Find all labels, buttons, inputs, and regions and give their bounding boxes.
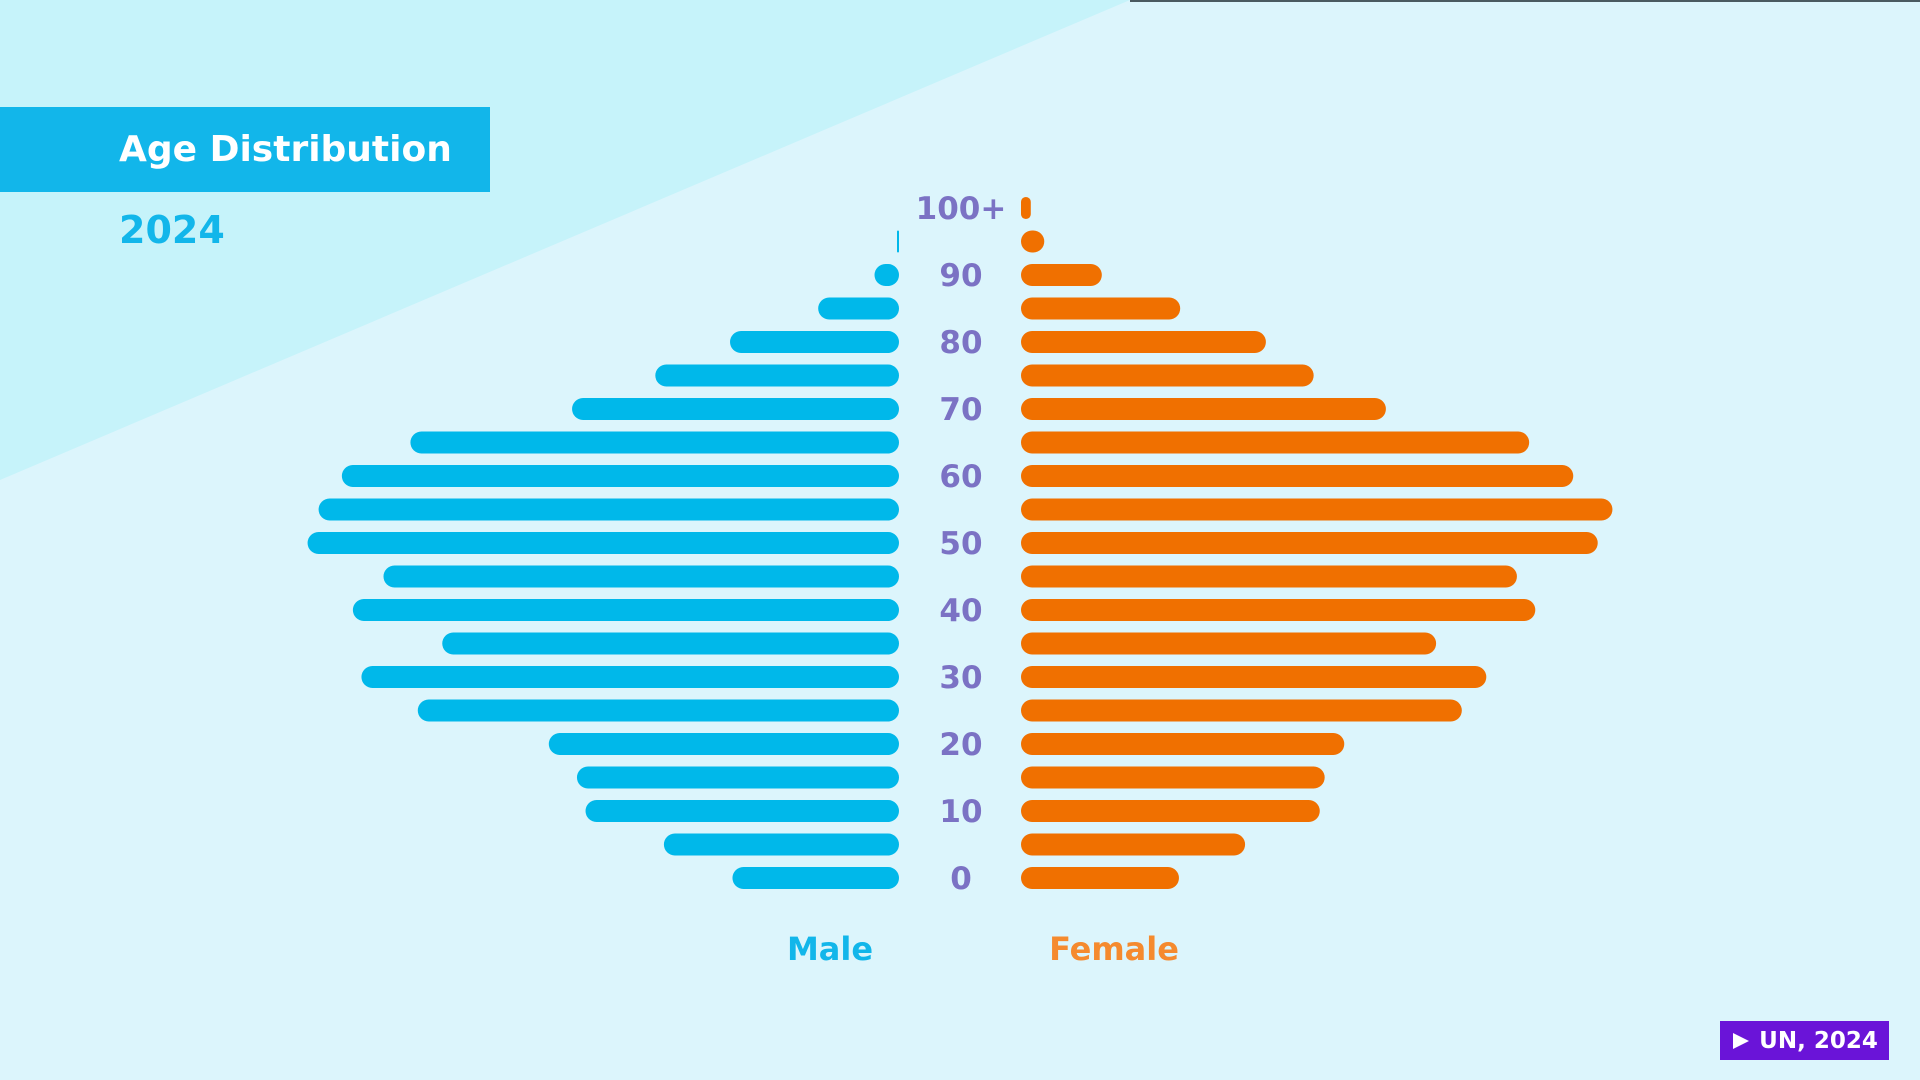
bar-female-55 — [1021, 498, 1613, 521]
bar-male-95 — [897, 230, 899, 253]
bar-female-25 — [1021, 699, 1462, 722]
bar-female-90 — [1021, 264, 1102, 286]
chart-year: 2024 — [119, 208, 225, 252]
bar-female-5 — [1021, 833, 1246, 856]
bar-female-60 — [1021, 465, 1574, 487]
tick-label-50: 50 — [939, 526, 982, 562]
tick-label-90: 90 — [939, 258, 982, 294]
tick-label-0: 0 — [950, 861, 972, 897]
bar-female-35 — [1021, 632, 1437, 655]
bar-male-75 — [655, 364, 899, 387]
bar-male-0 — [732, 867, 899, 889]
tick-label-10: 10 — [939, 794, 982, 830]
tick-label-80: 80 — [939, 325, 982, 361]
bar-female-0 — [1021, 867, 1179, 889]
bar-male-30 — [361, 666, 900, 688]
tick-label-40: 40 — [939, 593, 982, 629]
bar-male-35 — [442, 632, 899, 655]
bar-female-100+ — [1021, 197, 1031, 219]
bar-male-5 — [663, 833, 899, 856]
bar-male-55 — [318, 498, 899, 521]
top-border — [1130, 0, 1920, 2]
tick-label-20: 20 — [939, 727, 982, 763]
legend-female: Female — [1049, 930, 1179, 968]
bar-male-85 — [818, 297, 899, 320]
source-badge: UN, 2024 — [1720, 1021, 1889, 1060]
bar-female-30 — [1021, 666, 1487, 688]
bar-male-10 — [585, 800, 899, 822]
bar-female-40 — [1021, 599, 1536, 621]
bar-female-10 — [1021, 800, 1320, 822]
play-icon — [1733, 1032, 1750, 1049]
bar-female-50 — [1021, 532, 1598, 554]
bar-female-45 — [1021, 565, 1517, 588]
tick-label-30: 30 — [939, 660, 982, 696]
bar-male-45 — [383, 565, 900, 588]
tick-label-70: 70 — [939, 392, 982, 428]
bar-female-20 — [1021, 733, 1345, 755]
bar-female-85 — [1021, 297, 1181, 320]
source-label: UN, 2024 — [1759, 1027, 1878, 1054]
bar-male-20 — [548, 733, 899, 755]
bar-female-75 — [1021, 364, 1314, 387]
chart-title: Age Distribution — [119, 129, 452, 170]
bar-female-65 — [1021, 431, 1530, 454]
bar-male-90 — [874, 264, 899, 286]
bar-female-95 — [1021, 230, 1045, 253]
bar-male-50 — [307, 532, 899, 554]
bar-male-25 — [417, 699, 899, 722]
bar-male-80 — [730, 331, 899, 353]
bar-male-15 — [576, 766, 899, 789]
title-banner: Age Distribution — [0, 107, 490, 192]
bar-female-70 — [1021, 398, 1386, 420]
tick-label-100+: 100+ — [916, 191, 1007, 227]
bar-male-60 — [341, 465, 899, 487]
bar-male-70 — [572, 398, 899, 420]
bar-female-15 — [1021, 766, 1325, 789]
bar-female-80 — [1021, 331, 1266, 353]
bar-male-40 — [352, 599, 899, 621]
tick-label-60: 60 — [939, 459, 982, 495]
legend-male: Male — [786, 930, 874, 968]
bar-male-65 — [410, 431, 899, 454]
